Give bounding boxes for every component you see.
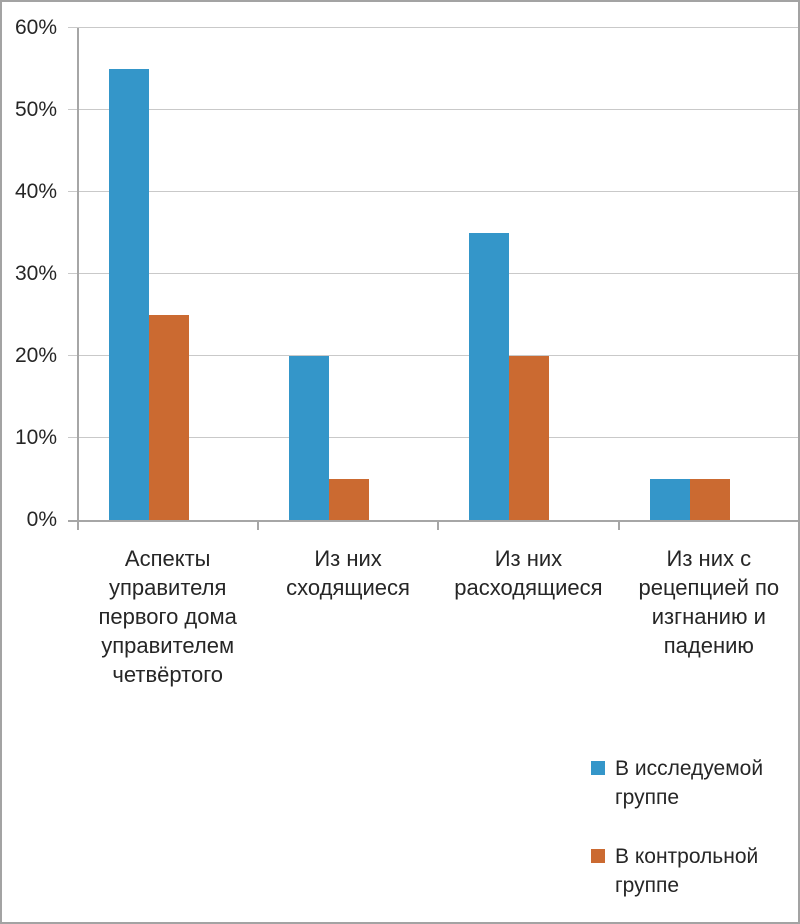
legend-item-control-group: В контрольной группе: [591, 842, 791, 900]
bar-series1-cat0: [148, 314, 189, 520]
bar-series1-cat1: [328, 478, 369, 520]
y-axis-label-0%: 0%: [26, 508, 57, 531]
bar-series1-cat2: [509, 355, 550, 520]
bar-series1-cat3: [689, 478, 730, 520]
legend-label-control-group: В контрольной группе: [615, 845, 759, 897]
y-axis-line: [76, 27, 79, 530]
y-axis-label-30%: 30%: [14, 261, 57, 285]
legend: В исследуемой группе В контрольной групп…: [591, 754, 791, 900]
legend-swatch-study-group: [591, 761, 605, 775]
x-axis-label-cat2: Из них расходящиеся: [454, 546, 603, 600]
x-axis-tick-2: [437, 520, 440, 530]
bar-series0-cat1: [288, 355, 329, 520]
gridline-60: [68, 27, 798, 28]
legend-label-study-group: В исследуемой группе: [615, 757, 764, 809]
bar-series0-cat0: [108, 68, 149, 520]
bar-series0-cat2: [469, 232, 510, 520]
x-axis-line: [68, 520, 798, 522]
x-axis-tick-3: [617, 520, 620, 530]
y-axis-label-10%: 10%: [14, 425, 57, 449]
x-axis-label-cat3: Из них с рецепцией по изгнанию и падению: [638, 546, 780, 658]
legend-swatch-control-group: [591, 849, 605, 863]
legend-item-study-group: В исследуемой группе: [591, 754, 791, 812]
x-axis-tick-1: [256, 520, 259, 530]
y-axis-label-40%: 40%: [14, 179, 57, 203]
gridline-10: [68, 437, 798, 439]
y-axis-label-50%: 50%: [14, 97, 57, 121]
x-axis-label-cat1: Из них сходящиеся: [286, 546, 410, 600]
y-axis-label-20%: 20%: [14, 343, 57, 367]
x-axis-label-cat0: Аспекты управителя первого дома управите…: [98, 546, 237, 687]
gridline-30: [68, 273, 798, 275]
bar-series0-cat3: [649, 478, 690, 520]
y-axis-label-60%: 60%: [14, 15, 57, 39]
gridline-50: [68, 109, 798, 111]
gridline-20: [68, 355, 798, 357]
gridline-40: [68, 191, 798, 193]
